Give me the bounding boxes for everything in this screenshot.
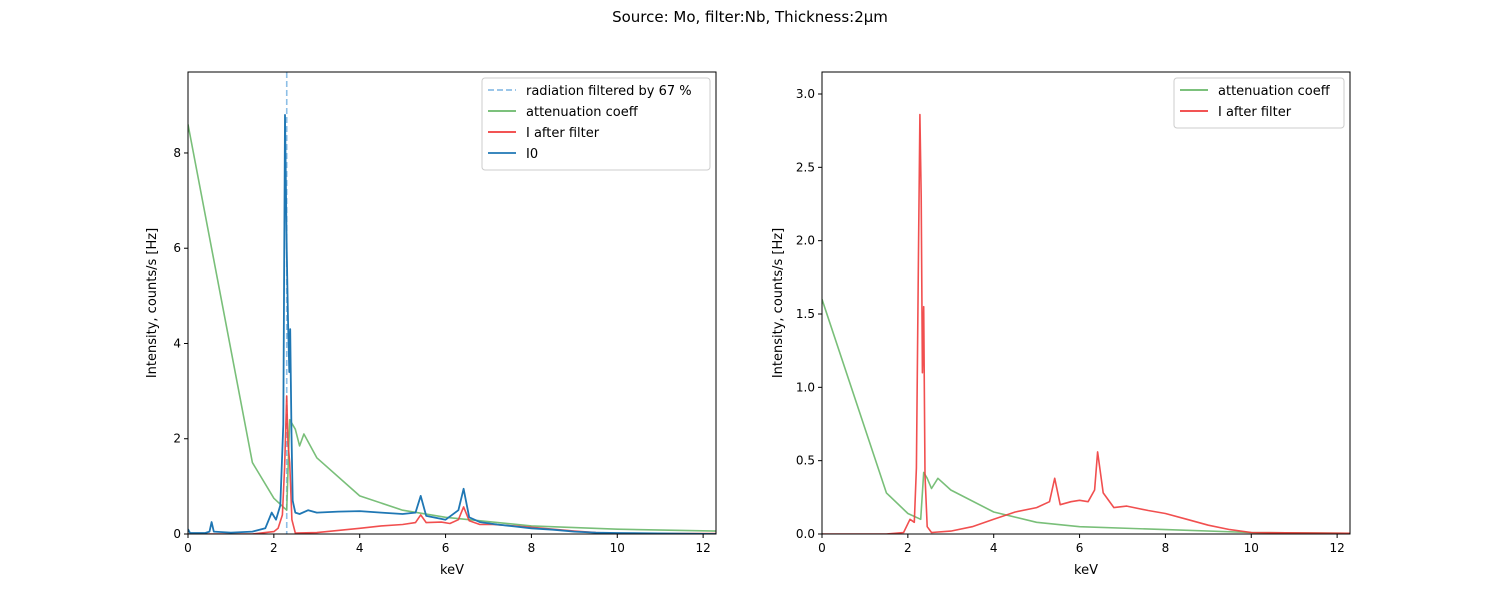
y-tick-label: 0.0 — [796, 527, 815, 541]
legend-label: radiation filtered by 67 % — [526, 84, 692, 99]
series-line-i-after-filter — [188, 395, 716, 534]
plot-area — [188, 72, 716, 534]
x-tick-label: 0 — [184, 541, 192, 555]
series-line-attenuation-coeff — [188, 124, 716, 532]
legend-label: attenuation coeff — [526, 105, 639, 120]
y-tick-label: 2.0 — [796, 234, 815, 248]
x-axis-label: keV — [440, 563, 464, 578]
y-tick-label: 0 — [173, 527, 181, 541]
legend: radiation filtered by 67 % attenuation co… — [481, 77, 711, 171]
x-tick-label: 2 — [904, 541, 912, 555]
x-axis-label: keV — [1074, 563, 1098, 578]
chart-2: 0 2 4 6 8 10 12 0.0 0.5 1.0 1.5 2.0 2.5 3.0 keV Intensi… — [771, 71, 1351, 578]
y-axis-label: Intensity, counts/s [Hz] — [771, 228, 786, 378]
series-line-i0 — [188, 114, 716, 534]
x-tick-label: 4 — [356, 541, 364, 555]
y-tick-label: 0.5 — [796, 454, 815, 468]
x-tick-label: 6 — [1076, 541, 1084, 555]
x-tick-label: 10 — [610, 541, 625, 555]
x-tick-label: 4 — [990, 541, 998, 555]
legend-box — [481, 77, 711, 171]
y-tick-label: 4 — [173, 336, 181, 350]
x-tick-label: 6 — [442, 541, 450, 555]
y-tick-label: 2 — [173, 432, 181, 446]
series-line-i-after-filter — [822, 113, 1350, 534]
axes-frame — [821, 71, 1351, 535]
x-tick-label: 8 — [1162, 541, 1170, 555]
y-tick-label: 6 — [173, 241, 181, 255]
y-tick-label: 2.5 — [796, 160, 815, 174]
legend: attenuation coeff I after filter — [1173, 77, 1345, 129]
legend-label: I0 — [526, 147, 538, 162]
axes-frame — [187, 71, 717, 535]
legend-label: I after filter — [1218, 105, 1292, 120]
plot-area — [822, 113, 1350, 534]
legend-box — [1173, 77, 1345, 129]
y-tick-label: 3.0 — [796, 87, 815, 101]
figure-title: Source: Mo, filter:Nb, Thickness:2μm — [612, 8, 888, 26]
series-line-attenuation-coeff — [822, 299, 1350, 534]
x-tick-label: 12 — [1329, 541, 1344, 555]
x-tick-label: 8 — [528, 541, 536, 555]
y-tick-label: 8 — [173, 146, 181, 160]
y-axis-label: Intensity, counts/s [Hz] — [145, 228, 160, 378]
y-tick-label: 1.0 — [796, 380, 815, 394]
x-tick-label: 10 — [1244, 541, 1259, 555]
x-tick-label: 2 — [270, 541, 278, 555]
y-tick-label: 1.5 — [796, 307, 815, 321]
legend-label: I after filter — [526, 126, 600, 141]
x-tick-label: 0 — [818, 541, 826, 555]
x-tick-label: 12 — [695, 541, 710, 555]
legend-label: attenuation coeff — [1218, 84, 1331, 99]
chart-1: 0 2 4 6 8 10 12 0 2 4 6 8 keV Intensity, counts/s [Hz… — [145, 71, 717, 578]
